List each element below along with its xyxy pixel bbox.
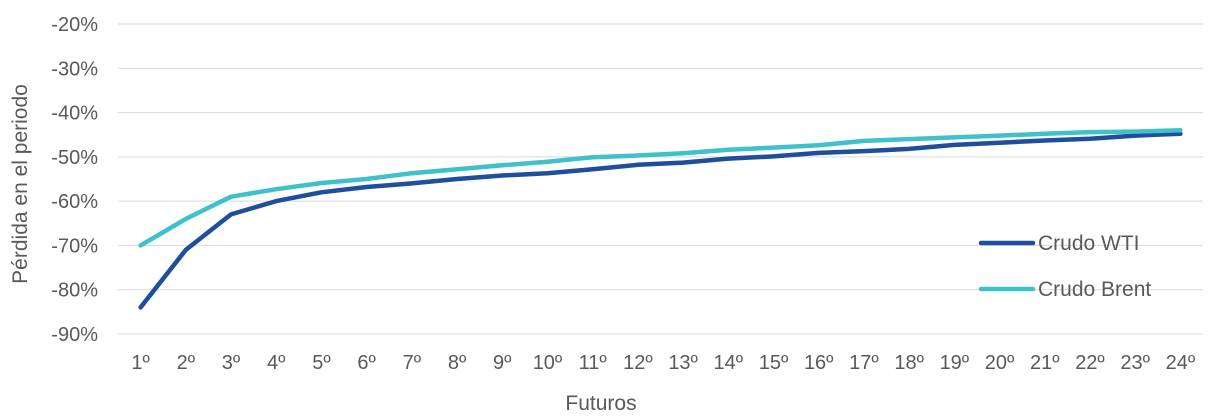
y-tick-label: -60% bbox=[51, 191, 98, 213]
x-tick-label: 4º bbox=[267, 352, 286, 374]
y-tick-label: -50% bbox=[51, 147, 98, 169]
x-tick-label: 21º bbox=[1030, 352, 1060, 374]
x-tick-label: 17º bbox=[849, 352, 879, 374]
x-tick-label: 24º bbox=[1166, 352, 1196, 374]
y-axis-title: Pérdida en el periodo bbox=[9, 84, 32, 284]
legend: Crudo WTI Crudo Brent bbox=[978, 232, 1151, 301]
series-lines bbox=[138, 128, 1183, 310]
x-tick-label: 20º bbox=[985, 352, 1015, 374]
x-axis-title: Futuros bbox=[565, 392, 636, 415]
x-tick-label: 22º bbox=[1075, 352, 1105, 374]
y-axis-ticks: -20% -30% -40% -50% -60% -70% -80% -90% bbox=[51, 14, 98, 346]
x-tick-label: 12º bbox=[623, 352, 653, 374]
legend-label: Crudo WTI bbox=[1038, 232, 1140, 255]
y-tick-label: -80% bbox=[51, 280, 98, 302]
gridlines bbox=[118, 23, 1203, 335]
x-axis-ticks: 1º 2º 3º 4º 5º 6º 7º 8º 9º 10º 11º 12º 13º 14º 15º 16º 1… bbox=[131, 352, 1195, 374]
x-tick-label: 11º bbox=[579, 352, 608, 374]
y-tick-label: -70% bbox=[51, 235, 98, 257]
x-tick-label: 18º bbox=[894, 352, 924, 374]
x-tick-label: 10º bbox=[533, 352, 563, 374]
x-tick-label: 13º bbox=[668, 352, 698, 374]
y-tick-label: -20% bbox=[51, 14, 98, 36]
x-tick-label: 8º bbox=[448, 352, 467, 374]
x-tick-label: 3º bbox=[222, 352, 241, 374]
x-tick-label: 23º bbox=[1120, 352, 1150, 374]
x-tick-label: 2º bbox=[177, 352, 196, 374]
x-tick-label: 14º bbox=[714, 352, 744, 374]
series-line-crudo-brent bbox=[138, 128, 1183, 248]
x-tick-label: 9º bbox=[493, 352, 512, 374]
y-tick-label: -90% bbox=[51, 324, 98, 346]
x-tick-label: 15º bbox=[759, 352, 789, 374]
y-tick-label: -30% bbox=[51, 58, 98, 80]
x-tick-label: 16º bbox=[804, 352, 834, 374]
x-tick-label: 5º bbox=[312, 352, 331, 374]
x-tick-label: 6º bbox=[357, 352, 376, 374]
x-tick-label: 7º bbox=[403, 352, 422, 374]
x-tick-label: 19º bbox=[940, 352, 970, 374]
y-tick-label: -40% bbox=[51, 103, 98, 125]
legend-label: Crudo Brent bbox=[1038, 278, 1151, 301]
x-tick-label: 1º bbox=[131, 352, 150, 374]
series-line-crudo-wti bbox=[138, 131, 1183, 310]
